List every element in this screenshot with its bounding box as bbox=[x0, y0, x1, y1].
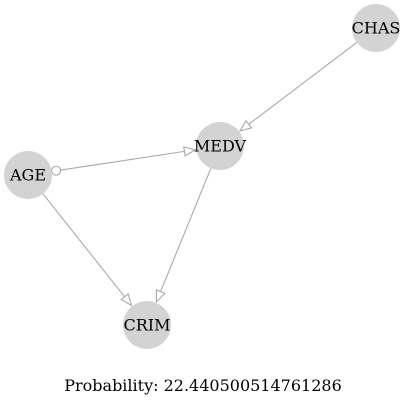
edge-arrowhead bbox=[120, 293, 133, 307]
edge-age-to-crim bbox=[42, 193, 133, 307]
node-label: AGE bbox=[9, 166, 46, 185]
edge-arrowhead bbox=[183, 146, 197, 157]
edge-arrowhead bbox=[155, 289, 166, 304]
edges-layer bbox=[42, 42, 358, 307]
node-circle bbox=[196, 122, 244, 170]
node-crim: CRIM bbox=[123, 301, 171, 349]
node-label: CRIM bbox=[124, 316, 171, 335]
edge-line bbox=[160, 168, 212, 292]
node-chas: CHAS bbox=[352, 4, 401, 52]
edge-line bbox=[248, 42, 358, 125]
node-age: AGE bbox=[4, 151, 52, 199]
edge-age-to-medv bbox=[51, 146, 197, 176]
probability-caption: Probability: 22.440500514761286 bbox=[64, 376, 342, 395]
edge-line bbox=[42, 193, 126, 298]
node-circle bbox=[123, 301, 171, 349]
edge-arrowhead bbox=[238, 119, 253, 132]
node-circle bbox=[352, 4, 400, 52]
node-label: CHAS bbox=[352, 19, 401, 38]
edge-medv-to-crim bbox=[155, 168, 212, 304]
edge-chas-to-medv bbox=[238, 42, 358, 132]
node-circle bbox=[4, 151, 52, 199]
node-label: MEDV bbox=[194, 137, 247, 156]
nodes-layer: CHAS MEDV AGE CRIM bbox=[4, 4, 400, 349]
node-medv: MEDV bbox=[194, 122, 247, 170]
edge-tail-circle-marker bbox=[51, 165, 62, 176]
edge-line bbox=[60, 150, 185, 171]
